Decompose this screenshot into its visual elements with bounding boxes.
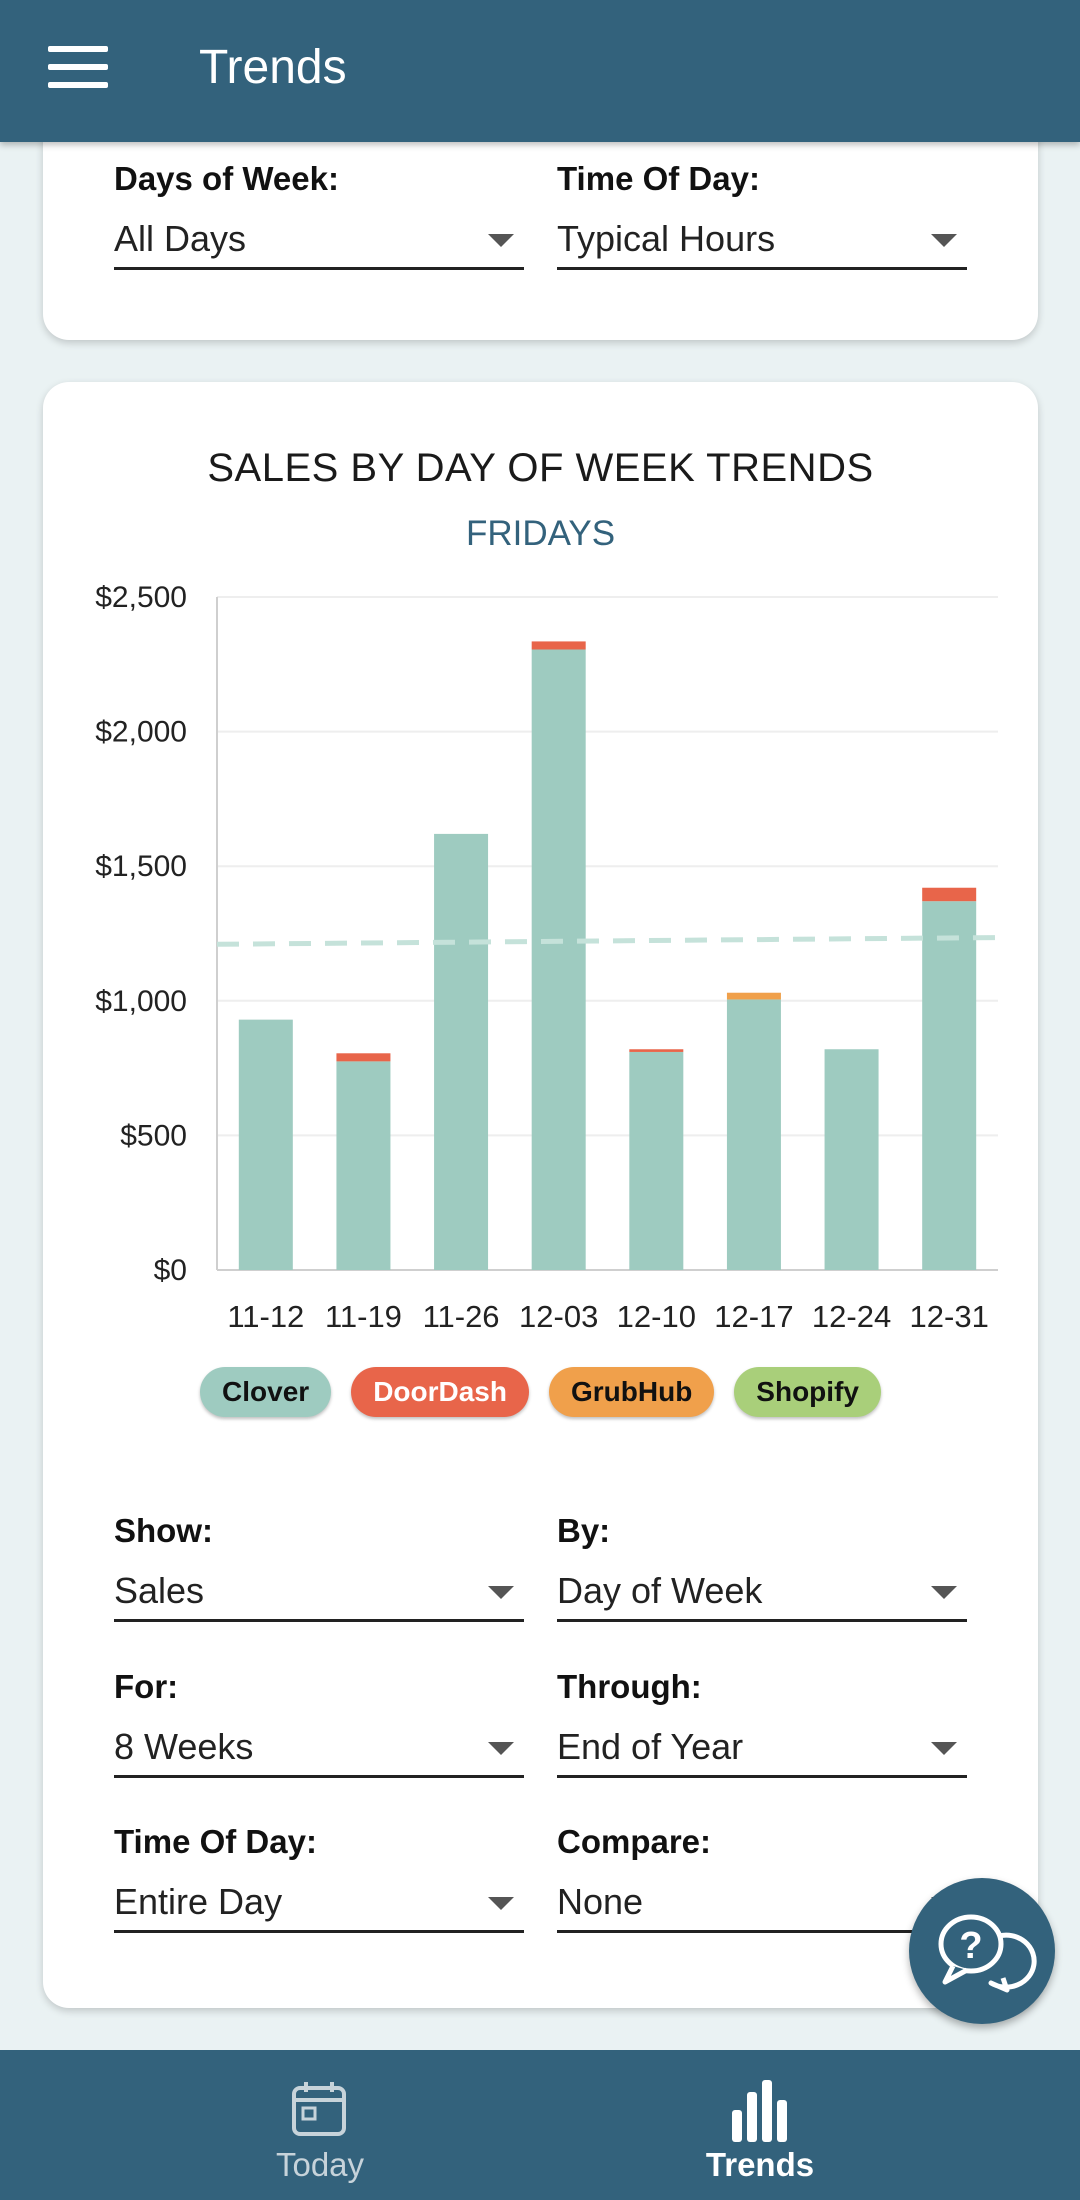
nav-trends-label: Trends — [705, 2146, 815, 2183]
days-of-week-value: All Days — [114, 218, 247, 259]
bar-clover — [434, 833, 489, 1270]
for-dropdown[interactable]: 8 Weeks — [114, 1716, 524, 1778]
y-tick-label: $2,000 — [95, 716, 187, 749]
x-tick-label: 12-03 — [519, 1299, 598, 1334]
days-of-week-select[interactable]: Days of Week: All Days — [114, 160, 524, 270]
chat-help-button[interactable]: ? — [909, 1878, 1055, 2024]
time-of-day-value: Entire Day — [114, 1881, 283, 1922]
x-tick-label: 11-19 — [325, 1299, 402, 1334]
bar-chart-icon — [732, 2080, 787, 2142]
for-value: 8 Weeks — [114, 1726, 254, 1767]
chevron-down-icon — [488, 1586, 514, 1599]
x-tick-label: 12-24 — [812, 1299, 891, 1334]
x-tick-label: 12-31 — [910, 1299, 989, 1334]
nav-today-label: Today — [275, 2146, 365, 2183]
compare-dropdown[interactable]: None — [557, 1871, 967, 1933]
show-label: Show: — [114, 1512, 213, 1549]
x-tick-label: 12-17 — [714, 1299, 793, 1334]
x-tick-label: 12-10 — [617, 1299, 696, 1334]
bar-clover — [238, 1019, 293, 1270]
top-time-of-day-select[interactable]: Time Of Day: Typical Hours — [557, 160, 967, 270]
top-time-of-day-dropdown[interactable]: Typical Hours — [557, 208, 967, 270]
chart-title: SALES BY DAY OF WEEK TRENDS — [207, 446, 874, 490]
bar-clover — [922, 901, 977, 1270]
page-title: Trends — [199, 41, 347, 94]
through-dropdown[interactable]: End of Year — [557, 1716, 967, 1778]
time-of-day-select[interactable]: Time Of Day: Entire Day — [114, 1823, 524, 1933]
compare-select[interactable]: Compare: None — [557, 1823, 967, 1933]
chevron-down-icon — [931, 234, 957, 247]
chevron-down-icon — [488, 1897, 514, 1910]
through-select[interactable]: Through: End of Year — [557, 1668, 967, 1778]
bar-clover — [629, 1051, 684, 1270]
bar-clover — [531, 649, 586, 1270]
calendar-icon — [292, 2082, 346, 2136]
for-label: For: — [114, 1668, 179, 1705]
for-select[interactable]: For: 8 Weeks — [114, 1668, 524, 1778]
chevron-down-icon — [488, 1742, 514, 1755]
menu-icon[interactable] — [38, 38, 120, 100]
compare-value: None — [557, 1881, 644, 1922]
chevron-down-icon — [931, 1586, 957, 1599]
app-bar: Trends — [0, 0, 1080, 142]
compare-label: Compare: — [557, 1823, 712, 1860]
chevron-down-icon — [931, 1742, 957, 1755]
bar-clover — [336, 1061, 391, 1270]
legend-chip-clover[interactable]: Clover — [200, 1367, 332, 1417]
bar-doordash — [922, 887, 977, 902]
chart-legend: Clover DoorDash GrubHub Shopify — [43, 1367, 1038, 1417]
legend-chip-shopify[interactable]: Shopify — [734, 1367, 881, 1417]
x-tick-label: 11-12 — [227, 1299, 304, 1334]
show-dropdown[interactable]: Sales — [114, 1560, 524, 1622]
nav-today[interactable]: Today — [50, 2050, 590, 2200]
legend-chip-doordash[interactable]: DoorDash — [351, 1367, 529, 1417]
chart-card: SALES BY DAY OF WEEK TRENDS FRIDAYS $0 $5… — [43, 382, 1038, 2008]
show-select[interactable]: Show: Sales — [114, 1512, 524, 1622]
top-time-of-day-label: Time Of Day: — [557, 160, 760, 197]
sales-bar-chart: $0 $500 $1,000 $1,500 $2,000 $2,500 11-12 11-19… — [95, 581, 999, 1334]
days-of-week-dropdown[interactable]: All Days — [114, 208, 524, 270]
days-of-week-label: Days of Week: — [114, 160, 339, 197]
time-of-day-dropdown[interactable]: Entire Day — [114, 1871, 524, 1933]
time-of-day-label: Time Of Day: — [114, 1823, 317, 1860]
y-tick-label: $1,500 — [95, 850, 187, 883]
by-select[interactable]: By: Day of Week — [557, 1512, 967, 1622]
y-tick-label: $2,500 — [95, 581, 187, 614]
y-tick-label: $0 — [154, 1254, 187, 1287]
top-time-of-day-value: Typical Hours — [557, 218, 776, 259]
chevron-down-icon — [488, 234, 514, 247]
bar-clover — [726, 999, 781, 1270]
nav-trends[interactable]: Trends — [490, 2050, 1030, 2200]
show-value: Sales — [114, 1570, 205, 1611]
by-dropdown[interactable]: Day of Week — [557, 1560, 967, 1622]
average-trend-line — [216, 935, 999, 947]
legend-chip-grubhub[interactable]: GrubHub — [548, 1367, 715, 1417]
by-value: Day of Week — [557, 1570, 763, 1611]
chart-subtitle: FRIDAYS — [465, 514, 616, 553]
x-tick-label: 11-26 — [423, 1299, 500, 1334]
through-label: Through: — [557, 1668, 702, 1705]
bar-grubhub — [726, 992, 781, 1000]
bar-doordash — [336, 1053, 391, 1062]
bar-clover — [824, 1049, 879, 1270]
y-tick-label: $500 — [120, 1119, 187, 1152]
bottom-navigation: Today Trends — [0, 2050, 1080, 2200]
through-value: End of Year — [557, 1726, 744, 1767]
by-label: By: — [557, 1512, 611, 1549]
chat-question-icon: ? — [938, 1914, 1037, 1993]
bar-doordash — [531, 641, 586, 650]
bar-doordash — [629, 1049, 684, 1052]
filter-card: Days of Week: All Days Time Of Day: Typi… — [43, 110, 1038, 340]
svg-text:?: ? — [959, 1925, 982, 1967]
y-tick-label: $1,000 — [95, 985, 187, 1018]
